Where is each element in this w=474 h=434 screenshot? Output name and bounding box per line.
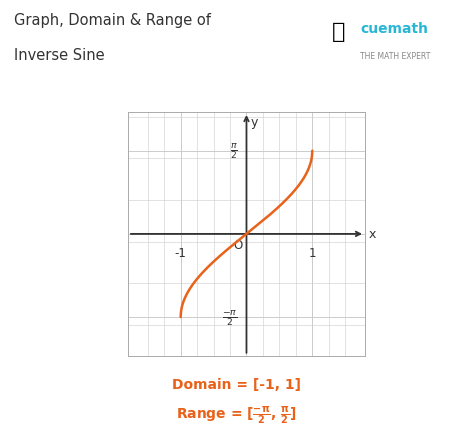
Text: -1: -1 [175,246,187,259]
Text: Inverse Sine: Inverse Sine [14,48,105,62]
Text: x: x [369,228,376,241]
Text: Range = [$\mathregular{\frac{-\pi}{2}}$, $\mathregular{\frac{\pi}{2}}$]: Range = [$\mathregular{\frac{-\pi}{2}}$,… [176,404,298,425]
Text: $\frac{-\pi}{2}$: $\frac{-\pi}{2}$ [222,308,238,327]
Text: THE MATH EXPERT: THE MATH EXPERT [360,52,430,61]
Text: Domain = [-1, 1]: Domain = [-1, 1] [173,377,301,391]
Text: y: y [250,115,258,128]
Text: cuemath: cuemath [360,22,428,36]
Text: $\frac{\pi}{2}$: $\frac{\pi}{2}$ [230,141,238,161]
Text: Graph, Domain & Range of: Graph, Domain & Range of [14,13,211,28]
Text: 1: 1 [309,246,316,259]
Text: O: O [233,238,243,251]
Text: 🚀: 🚀 [332,22,345,42]
